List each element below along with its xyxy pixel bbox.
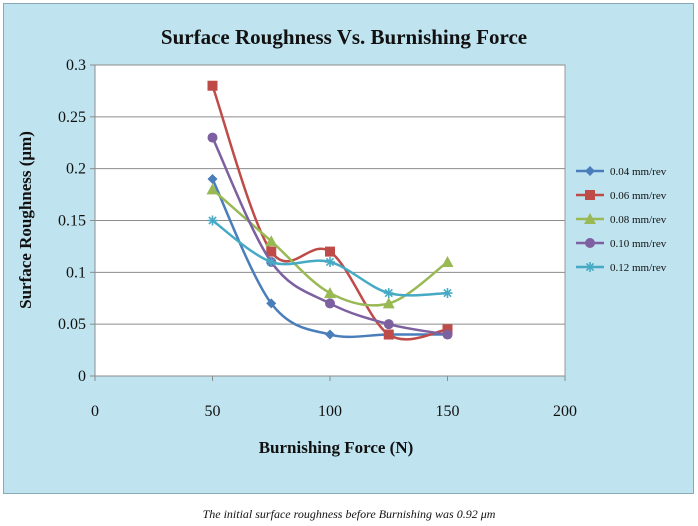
y-tick-label: 0.25	[58, 109, 86, 126]
x-tick-label: 50	[205, 403, 221, 420]
data-point	[325, 329, 335, 340]
x-axis-label: Burnishing Force (N)	[259, 438, 414, 457]
data-point	[207, 80, 218, 91]
legend: 0.04 mm/rev 0.06 mm/rev 0.08 mm/rev 0.10 mm…	[576, 166, 667, 274]
y-tick-label: 0.2	[66, 161, 86, 178]
data-point	[265, 235, 278, 247]
y-tick-label: 0.3	[66, 57, 86, 74]
legend-item: 0.08 mm/rev	[576, 213, 667, 226]
tick-labels: 0 0.05 0.1 0.15 0.2 0.25 0.3 0 50 100 150 200	[58, 57, 577, 420]
series-2	[207, 80, 453, 341]
data-point	[442, 288, 453, 299]
chart-title: Surface Roughness Vs. Burnishing Force	[161, 25, 527, 49]
data-point	[266, 246, 277, 257]
data-point	[266, 298, 277, 309]
data-point	[207, 132, 218, 143]
data-point	[383, 288, 394, 299]
data-point	[325, 246, 335, 257]
x-tick-label: 0	[91, 403, 99, 420]
data-point	[207, 215, 218, 226]
legend-marker	[585, 262, 595, 272]
data-point	[441, 255, 454, 267]
data-point	[442, 329, 453, 340]
x-tick-label: 150	[436, 403, 460, 420]
data-point	[383, 329, 394, 340]
y-tick-label: 0.05	[58, 316, 86, 333]
chart-frame: Surface Roughness Vs. Burnishing Force 0…	[3, 3, 694, 494]
legend-marker	[585, 190, 595, 200]
x-tick-label: 200	[553, 403, 577, 420]
legend-label: 0.12 mm/rev	[610, 262, 667, 274]
legend-marker	[585, 238, 595, 248]
data-point	[382, 297, 395, 309]
gridlines	[95, 64, 565, 325]
legend-marker	[585, 166, 595, 176]
y-tick-label: 0.1	[66, 264, 86, 281]
legend-label: 0.04 mm/rev	[610, 166, 667, 178]
data-point	[383, 319, 394, 330]
legend-label: 0.10 mm/rev	[610, 238, 667, 250]
y-tick-label: 0	[78, 368, 86, 385]
data-point	[207, 174, 218, 185]
data-point	[206, 183, 219, 195]
legend-item: 0.04 mm/rev	[576, 166, 667, 178]
data-point	[325, 298, 335, 309]
series-5	[207, 215, 453, 299]
series-layer	[206, 80, 454, 341]
data-point	[442, 324, 453, 335]
legend-item: 0.10 mm/rev	[576, 238, 667, 250]
series-line	[211, 137, 448, 336]
series-line	[211, 178, 448, 339]
legend-label: 0.08 mm/rev	[610, 214, 667, 226]
series-line	[211, 85, 448, 341]
figure-caption: The initial surface roughness before Bur…	[202, 507, 496, 521]
legend-label: 0.06 mm/rev	[610, 190, 667, 202]
y-axis-label: Surface Roughness (μm)	[16, 131, 35, 309]
data-point	[266, 256, 277, 267]
data-point	[325, 256, 335, 267]
data-point	[324, 287, 336, 299]
y-tick-label: 0.15	[58, 213, 86, 230]
axes	[90, 64, 566, 381]
legend-item: 0.06 mm/rev	[576, 190, 667, 202]
legend-marker	[584, 213, 596, 224]
chart: Surface Roughness Vs. Burnishing Force 0…	[16, 25, 667, 457]
x-tick-label: 100	[318, 403, 342, 420]
legend-item: 0.12 mm/rev	[576, 262, 667, 274]
